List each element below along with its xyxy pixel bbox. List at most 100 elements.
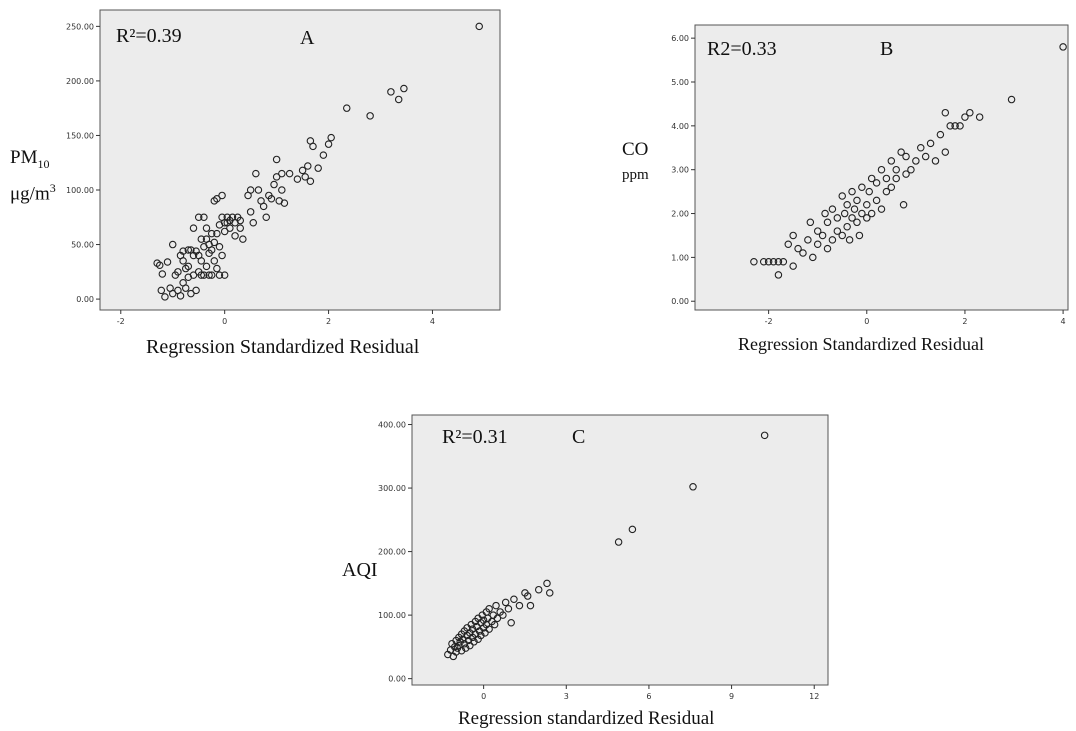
- data-point-b: [853, 196, 861, 205]
- data-point-a: [189, 224, 198, 232]
- y-tick-label-b: 2.00: [671, 210, 689, 219]
- data-point-b: [818, 231, 827, 240]
- data-point-a: [319, 151, 328, 159]
- data-point-b: [774, 271, 783, 279]
- data-point-b: [774, 258, 783, 266]
- data-point-b: [858, 209, 866, 218]
- data-point-a: [197, 235, 206, 243]
- data-point-a: [218, 191, 226, 200]
- data-point-a: [157, 286, 166, 295]
- y-tick-label-a: 100.00: [66, 186, 94, 195]
- data-point-c: [689, 483, 697, 491]
- y-tick-label-a: 150.00: [66, 131, 94, 140]
- data-point-c: [492, 601, 500, 610]
- data-point-a: [200, 271, 208, 279]
- data-point-a: [387, 88, 395, 96]
- data-point-c: [515, 601, 524, 610]
- data-point-a: [181, 284, 190, 292]
- data-point-a: [179, 247, 187, 255]
- y-axis-label-c: AQI: [342, 559, 378, 581]
- data-point-b: [848, 214, 856, 222]
- data-point-b: [789, 262, 797, 270]
- data-point-b: [961, 113, 969, 121]
- data-point-a: [366, 112, 374, 120]
- data-point-b: [855, 231, 864, 240]
- data-point-b: [882, 187, 891, 196]
- data-point-b: [779, 258, 788, 266]
- data-point-c: [526, 601, 535, 610]
- data-point-b: [956, 122, 964, 130]
- data-point-b: [845, 236, 854, 244]
- x-tick-label-b: 0: [864, 317, 869, 326]
- data-point-b: [863, 201, 871, 209]
- data-point-b: [843, 222, 851, 231]
- data-point-b: [833, 227, 842, 235]
- data-point-a: [187, 289, 195, 298]
- data-point-b: [784, 240, 793, 248]
- x-tick-label-c: 0: [481, 692, 486, 701]
- y-axis-label-a-unit: μg/m: [10, 183, 50, 205]
- data-point-a: [184, 246, 193, 254]
- data-point-a: [213, 264, 221, 273]
- data-point-c: [490, 620, 499, 629]
- y-tick-label-a: 50.00: [71, 241, 94, 250]
- data-point-b: [877, 165, 886, 174]
- y-tick-label-b: 5.00: [671, 78, 689, 87]
- data-point-b: [833, 214, 842, 222]
- data-point-b: [789, 231, 797, 240]
- data-point-b: [867, 209, 876, 218]
- y-tick-label-c: 100.00: [378, 611, 406, 620]
- scatter-plot-a: 0.00 50.00 100.00 150.00 200.00 250.00 -2 0 2 4 R²…: [66, 9, 501, 326]
- data-point-a: [272, 173, 281, 181]
- data-point-b: [1059, 43, 1067, 51]
- data-point-c: [457, 646, 466, 655]
- data-point-b: [853, 218, 861, 227]
- data-point-a: [207, 271, 216, 279]
- data-point-b: [892, 165, 900, 174]
- data-point-a: [197, 257, 206, 265]
- data-point-b: [804, 236, 812, 244]
- x-tick-label-a: 2: [326, 317, 331, 326]
- data-point-c: [493, 614, 502, 623]
- x-tick-label-a: 4: [430, 317, 435, 326]
- data-point-b: [750, 258, 758, 266]
- data-point-a: [324, 140, 333, 148]
- data-point-b: [759, 258, 768, 266]
- data-point-a: [314, 164, 322, 172]
- data-point-b: [838, 192, 846, 200]
- x-tick-label-b: -2: [765, 317, 773, 326]
- data-point-a: [174, 268, 182, 276]
- y-axis-label-b: CO ppm: [622, 138, 649, 187]
- scatter-plot-c: 0.00 100.00 200.00 300.00 400.00 0 3 6 9 12 R²=0.3…: [378, 414, 829, 701]
- data-point-b: [828, 236, 837, 244]
- data-point-c: [504, 605, 513, 613]
- y-axis-label-a-unit-sup: 3: [49, 180, 56, 195]
- plot-area-b: [694, 24, 1069, 311]
- data-point-a: [220, 227, 229, 236]
- data-point-a: [293, 175, 302, 183]
- data-point-b: [821, 209, 829, 218]
- data-point-a: [252, 169, 260, 178]
- data-point-c: [466, 641, 474, 650]
- data-point-a: [278, 169, 286, 178]
- data-point-b: [975, 113, 984, 121]
- data-point-a: [249, 218, 257, 227]
- data-point-a: [213, 194, 221, 203]
- y-tick-label-b: 4.00: [671, 122, 689, 131]
- data-point-a: [246, 208, 255, 216]
- data-point-b: [941, 108, 950, 117]
- data-point-b: [926, 139, 935, 148]
- data-point-b: [764, 258, 773, 266]
- data-point-a: [176, 292, 185, 300]
- data-point-b: [838, 231, 846, 240]
- data-point-a: [210, 238, 219, 247]
- data-point-c: [510, 595, 518, 603]
- data-point-b: [1007, 95, 1016, 104]
- data-point-c: [477, 631, 485, 640]
- data-point-b: [902, 170, 910, 178]
- panel-c: 0.00 100.00 200.00 300.00 400.00 0 3 6 9 12 R²=0.3…: [330, 400, 830, 731]
- data-point-a: [200, 213, 208, 222]
- x-tick-label-a: 0: [222, 317, 227, 326]
- data-point-b: [863, 214, 871, 222]
- panel-a: 0.00 50.00 100.00 150.00 200.00 250.00 -2 0 2 4 R²…: [0, 0, 501, 370]
